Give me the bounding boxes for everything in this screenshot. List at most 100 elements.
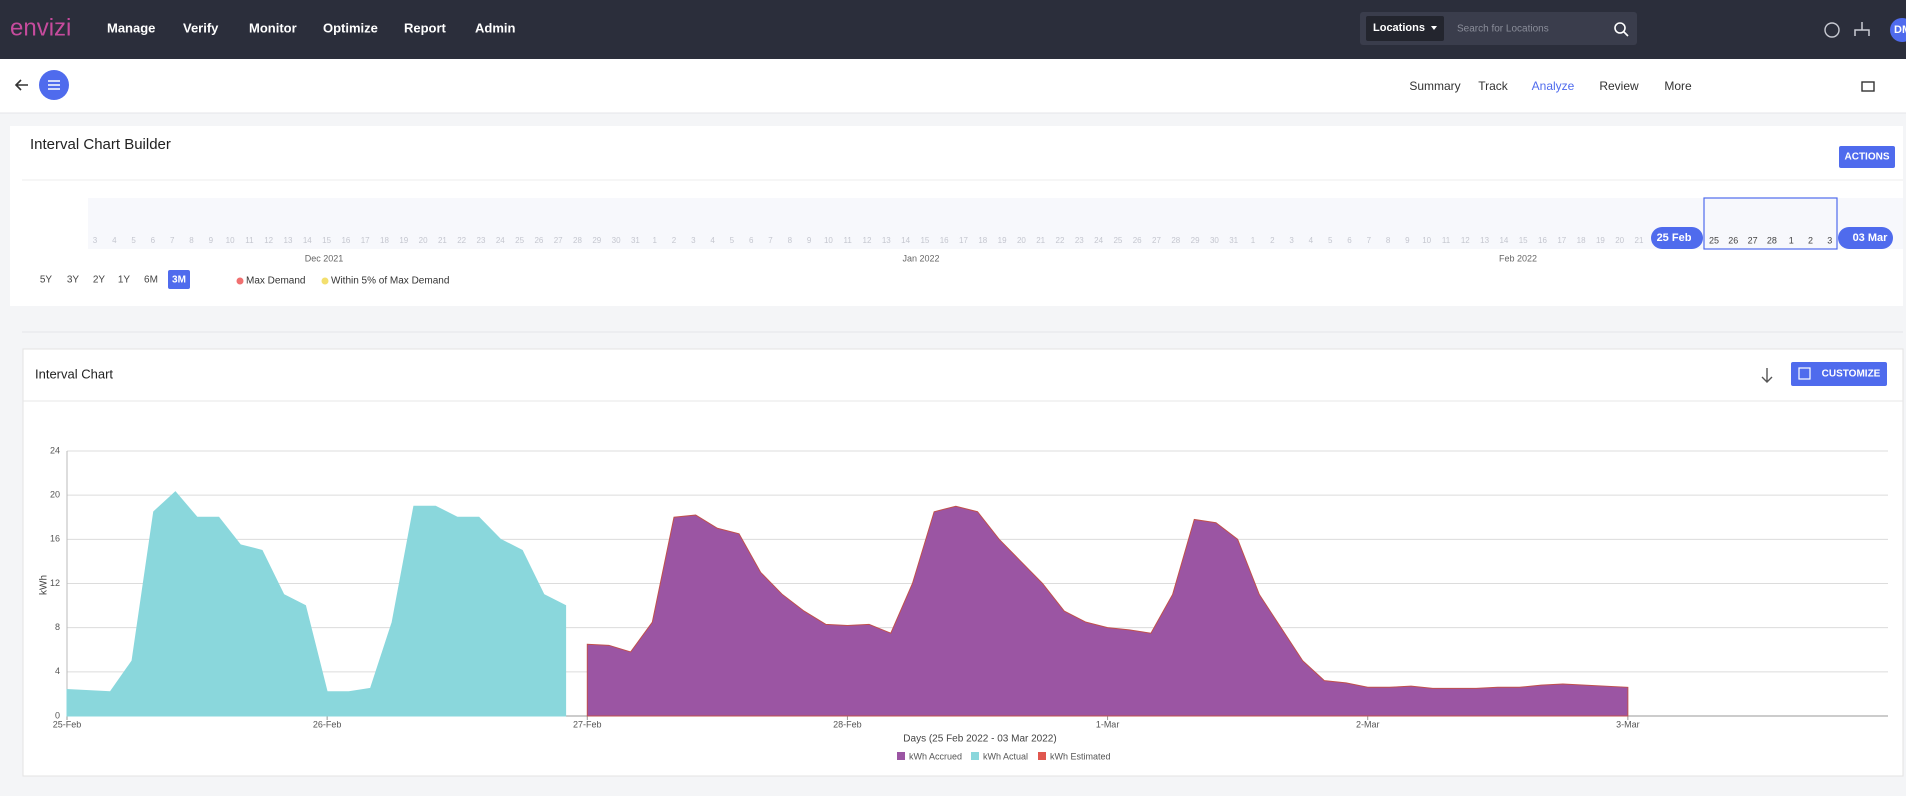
y-tick-label: 0 [55, 710, 60, 720]
tab[interactable]: More [1664, 79, 1692, 93]
timeline-day: 27 [554, 236, 563, 245]
customize-icon [1798, 367, 1811, 380]
timeline-day: 22 [1056, 236, 1065, 245]
menu-item[interactable]: Monitor [249, 20, 297, 35]
tab[interactable]: Track [1478, 79, 1509, 93]
tab[interactable]: Summary [1409, 79, 1460, 93]
range-button[interactable]: 5Y [40, 275, 53, 286]
start-label: 25 Feb [1657, 232, 1692, 244]
timeline-month: Feb 2022 [1499, 253, 1537, 263]
timeline-day: 29 [592, 236, 601, 245]
timeline-day: 26 [1133, 236, 1142, 245]
timeline-day: 13 [1480, 236, 1489, 245]
menu-item[interactable]: Verify [183, 20, 219, 35]
timeline-day: 4 [710, 236, 715, 245]
sub-bar [0, 59, 1906, 113]
end-label: 03 Mar [1853, 232, 1889, 244]
timeline-day: 10 [824, 236, 833, 245]
timeline-day: 17 [361, 236, 370, 245]
menu-item[interactable]: Optimize [323, 20, 378, 35]
timeline-day: 5 [730, 236, 735, 245]
timeline-day: 1 [652, 236, 657, 245]
avatar[interactable] [1890, 18, 1906, 42]
menu-item[interactable]: Report [404, 20, 447, 35]
y-tick-label: 12 [50, 578, 60, 588]
x-tick-label: 2-Mar [1356, 719, 1380, 729]
timeline-day: 9 [209, 236, 214, 245]
timeline-day: 26 [534, 236, 543, 245]
timeline-day: 21 [1036, 236, 1045, 245]
timeline-day: 7 [768, 236, 773, 245]
x-tick-label: 1-Mar [1096, 719, 1120, 729]
y-tick-label: 4 [55, 666, 60, 676]
timeline-day: 27 [1152, 236, 1161, 245]
timeline-day: 12 [863, 236, 872, 245]
legend-label: kWh Actual [983, 751, 1028, 761]
present-icon[interactable] [1861, 81, 1875, 92]
timeline-day: 2 [672, 236, 677, 245]
timeline-day: 10 [226, 236, 235, 245]
timeline-day: 18 [1577, 236, 1586, 245]
timeline-day: 5 [1328, 236, 1333, 245]
legend-label: Within 5% of Max Demand [331, 276, 449, 287]
range-button[interactable]: 2Y [93, 275, 106, 286]
legend-dot [320, 276, 330, 286]
timeline-day: 10 [1422, 236, 1431, 245]
actions-button[interactable] [1839, 146, 1895, 168]
range-button[interactable]: 6M [144, 275, 158, 286]
timeline-day: 8 [1386, 236, 1391, 245]
timeline-day: 13 [284, 236, 293, 245]
timeline-day: 15 [920, 236, 929, 245]
caret [1431, 26, 1437, 30]
timeline-day: 20 [1017, 236, 1026, 245]
y-tick-label: 16 [50, 534, 60, 544]
tab[interactable]: Review [1599, 79, 1639, 93]
menu-item[interactable]: Admin [475, 20, 516, 35]
timeline-day: 11 [844, 236, 853, 245]
area [66, 491, 567, 717]
timeline-day: 1 [1251, 236, 1256, 245]
help-icon[interactable] [1824, 22, 1840, 38]
area [586, 505, 1629, 717]
timeline-day: 31 [1229, 236, 1238, 245]
timeline-day: 16 [341, 236, 350, 245]
y-axis-label: kWh [39, 575, 50, 595]
range-button[interactable]: 3Y [67, 275, 80, 286]
selected-day: 1 [1789, 235, 1794, 245]
search-placeholder: Search for Locations [1457, 24, 1549, 35]
timeline-day: 18 [978, 236, 987, 245]
panel-title: Interval Chart [35, 366, 113, 381]
legend-swatch [971, 752, 979, 760]
back-arrow[interactable] [14, 79, 28, 91]
legend-dot [235, 276, 245, 286]
range-button[interactable]: 3M [172, 275, 186, 286]
menu-item[interactable]: Manage [107, 20, 155, 35]
timeline-day: 8 [189, 236, 194, 245]
range-active-bg[interactable] [168, 270, 190, 289]
x-tick-label: 28-Feb [833, 719, 862, 729]
customize-button[interactable] [1791, 362, 1887, 386]
timeline-month: Jan 2022 [902, 253, 939, 263]
tab[interactable]: Analyze [1532, 79, 1575, 93]
range-button[interactable]: 1Y [118, 275, 131, 286]
timeline-day: 3 [691, 236, 696, 245]
timeline-day: 13 [882, 236, 891, 245]
legend-label: Max Demand [246, 276, 305, 287]
timeline-day: 7 [1367, 236, 1372, 245]
timeline-day: 9 [1405, 236, 1410, 245]
selected-day: 25 [1709, 235, 1719, 245]
selection-window[interactable] [1703, 197, 1838, 250]
actions-label: ACTIONS [1845, 152, 1890, 163]
timeline-month: Dec 2021 [305, 253, 344, 263]
timeline-day: 11 [1442, 236, 1451, 245]
timeline-day: 17 [959, 236, 968, 245]
end-handle[interactable] [1838, 227, 1893, 249]
x-axis-label: Days (25 Feb 2022 - 03 Mar 2022) [903, 734, 1056, 745]
start-handle[interactable] [1651, 227, 1703, 249]
download-icon[interactable] [1761, 368, 1773, 383]
selected-day: 27 [1748, 235, 1758, 245]
scope-dropdown[interactable] [1366, 16, 1444, 41]
builder-title: Interval Chart Builder [30, 136, 171, 153]
network-icon[interactable] [1854, 22, 1870, 36]
timeline-day: 9 [807, 236, 812, 245]
